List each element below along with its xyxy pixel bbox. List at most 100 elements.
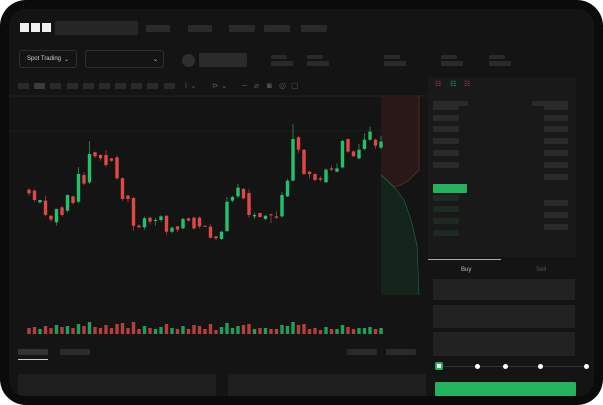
volume-bar [120,323,125,334]
okx-logo[interactable] [20,23,51,32]
candle [126,195,130,199]
candle [131,198,136,226]
volume-bar [197,326,202,334]
bid-row-price[interactable] [433,218,459,224]
tab-buy[interactable]: Buy [461,267,472,273]
book-bids-icon[interactable]: ☷ [450,81,457,88]
tab-open-orders[interactable] [18,349,48,355]
ask-row-price[interactable] [433,115,459,121]
slider-step-25[interactable] [475,364,480,369]
nav-item-4[interactable] [264,25,290,32]
slider-handle[interactable] [435,362,443,370]
volume-bar [291,322,295,334]
pair-select[interactable]: ⌄ [85,50,164,68]
volume-bar [98,328,103,334]
volume-bar [230,328,235,334]
draw-icon[interactable]: ⊳ ⌄ [212,81,228,90]
bid-row-price[interactable] [433,230,459,236]
search-input[interactable] [55,21,138,35]
candle [357,149,361,159]
tab-sell[interactable]: Sell [536,267,547,273]
price-input[interactable] [433,279,575,300]
nav-item-5[interactable] [301,25,327,32]
nav-item-3[interactable] [229,25,255,32]
assets-panel [228,374,426,396]
slider-step-50[interactable] [503,364,508,369]
candle [379,141,383,148]
volume-bar [43,326,48,334]
bid-row-price[interactable] [433,206,459,212]
row-amount [544,200,568,206]
coin-icon [182,54,195,67]
ask-row-price[interactable] [433,104,459,110]
volume-bar [76,324,81,334]
volume-bar [60,327,64,334]
settings-icon[interactable]: ◎ [279,81,286,90]
volume-bar [82,326,86,334]
ask-row-price[interactable] [433,150,459,156]
book-both-icon[interactable]: ☷ [435,81,442,88]
total-input[interactable] [433,332,575,356]
volume-bar [159,327,163,334]
ask-row-price[interactable] [433,126,459,132]
candle [186,218,191,221]
row-amount [544,138,568,144]
volume-bar [236,326,240,334]
slider-step-100[interactable] [584,364,589,369]
book-asks-icon[interactable]: ☷ [464,81,471,88]
filter-button[interactable] [347,349,377,355]
ask-row-price[interactable] [433,138,459,144]
candle [280,195,284,217]
candle [60,207,64,215]
ruler-icon[interactable]: ⌀ [254,81,259,90]
candle [76,173,81,202]
orders-panel [18,374,216,396]
amount-input[interactable] [433,305,575,328]
slider-step-75[interactable] [538,364,543,369]
volume-bar [318,330,323,334]
volume-bar [192,325,196,334]
candle [109,158,114,161]
fullscreen-icon[interactable]: ▢ [291,81,299,90]
volume-bar [258,328,262,334]
history-button[interactable] [386,349,416,355]
volume-bar [368,327,372,334]
nav-item-2[interactable] [188,25,212,32]
candle [241,188,246,199]
depth-bids [381,175,419,295]
candle [219,231,224,239]
candle [263,215,268,219]
candle [120,178,125,199]
candle [274,216,279,218]
candlestick-chart[interactable] [9,95,429,335]
candle [296,137,301,150]
candle [93,152,97,157]
volume-bar [170,328,174,334]
volume-bar [49,328,53,334]
volume-bar [142,326,147,334]
candle [351,151,356,157]
volume-bar [340,325,345,334]
candle [225,201,229,232]
amount-slider[interactable] [440,366,588,367]
candle [137,225,141,228]
ask-row-price[interactable] [433,162,459,168]
buy-button[interactable] [435,382,576,396]
volume-bar [252,329,257,334]
volume-bar [32,327,37,334]
volume-bar [296,325,301,334]
candle [197,217,202,227]
line-icon[interactable]: ∼ [241,81,248,90]
tab-order-history[interactable] [60,349,90,355]
candle [54,208,59,223]
volume-bar [153,329,158,334]
candle [340,140,345,168]
nav-item-1[interactable] [146,25,170,32]
volume-bar [335,329,339,334]
indicator-icon[interactable]: ⌇ ⌄ [184,81,197,90]
bid-row-price[interactable] [433,195,459,201]
candle [368,131,372,140]
trading-mode-dropdown[interactable]: Spot Trading ⌄ [19,50,77,68]
camera-icon[interactable]: ◙ [267,81,272,90]
volume-bar [362,328,367,334]
